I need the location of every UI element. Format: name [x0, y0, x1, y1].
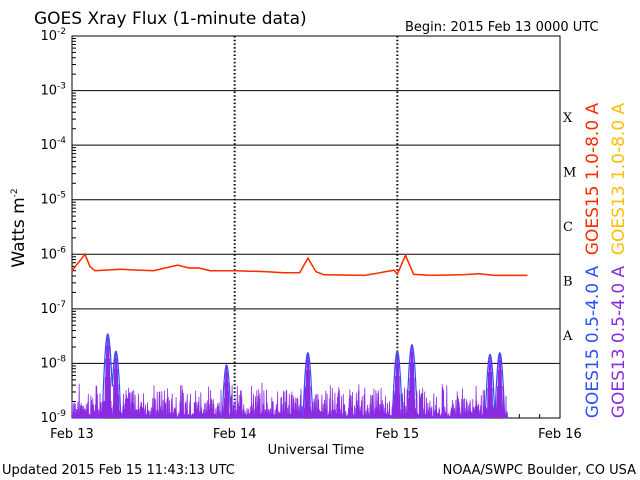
- y-tick-base: 10: [40, 193, 57, 208]
- x-tick-labels: Feb 13 Feb 14 Feb 15 Feb 16: [50, 427, 582, 442]
- flare-class-labels: X M C B A: [562, 111, 576, 344]
- x-tick-label: Feb 16: [538, 427, 582, 442]
- flare-class-label: C: [563, 220, 573, 235]
- series-layer: [71, 252, 528, 420]
- flare-class-label: B: [563, 275, 573, 290]
- y-tick-exponent: -7: [57, 300, 66, 310]
- flare-class-label: M: [563, 165, 576, 180]
- plot-frame: [71, 35, 561, 419]
- y-axis-label-main: Watts m: [9, 197, 29, 267]
- x-tick-label: Feb 15: [375, 427, 419, 442]
- flare-class-label: A: [562, 329, 573, 344]
- legend-item: GOES15 1.0-8.0 A: [583, 102, 603, 255]
- y-tick-exponent: -9: [57, 409, 66, 419]
- y-tick-label: 10-5: [40, 191, 66, 208]
- y-tick-base: 10: [40, 302, 57, 317]
- y-tick-base: 10: [40, 84, 57, 99]
- begin-label: Begin: 2015 Feb 13 0000 UTC: [405, 20, 599, 35]
- legend-item: GOES13 0.5-4.0 A: [609, 265, 629, 418]
- y-tick-label: 10-8: [40, 354, 66, 371]
- y-tick-label: 10-6: [40, 245, 66, 262]
- series-goes13-short: [71, 335, 508, 420]
- y-tick-base: 10: [40, 138, 57, 153]
- legend-item: GOES15 0.5-4.0 A: [583, 265, 603, 418]
- source-label: NOAA/SWPC Boulder, CO USA: [443, 463, 636, 478]
- x-tick-label: Feb 14: [213, 427, 257, 442]
- legend-item: GOES13 1.0-8.0 A: [609, 102, 629, 255]
- y-tick-exponent: -2: [57, 27, 66, 37]
- y-tick-label: 10-7: [40, 300, 66, 317]
- y-axis-label-exp: -2: [10, 188, 20, 197]
- y-tick-exponent: -5: [57, 191, 66, 201]
- y-tick-exponent: -3: [57, 82, 66, 92]
- y-tick-label: 10-2: [40, 27, 66, 44]
- flare-class-label: X: [563, 111, 573, 126]
- x-tick-label: Feb 13: [50, 427, 94, 442]
- y-tick-label: 10-3: [40, 82, 66, 99]
- y-tick-label: 10-4: [40, 136, 66, 153]
- y-axis-label: Watts m-2: [9, 188, 29, 267]
- chart-title: GOES Xray Flux (1-minute data): [34, 9, 307, 29]
- x-axis-label: Universal Time: [268, 443, 365, 458]
- grid-layer: [72, 36, 560, 418]
- y-tick-exponent: -6: [57, 245, 66, 255]
- y-tick-labels: 10-210-310-410-510-610-710-810-9: [40, 27, 66, 426]
- y-tick-base: 10: [40, 29, 57, 44]
- y-tick-base: 10: [40, 247, 57, 262]
- y-tick-exponent: -4: [57, 136, 66, 146]
- updated-label: Updated 2015 Feb 15 11:43:13 UTC: [2, 463, 235, 478]
- y-tick-exponent: -8: [57, 354, 66, 364]
- y-tick-base: 10: [40, 411, 57, 426]
- legend: GOES15 1.0-8.0 A GOES13 1.0-8.0 A GOES15 0…: [583, 102, 629, 418]
- series-goes15-long: [71, 252, 528, 277]
- y-tick-label: 10-9: [40, 409, 66, 426]
- y-tick-base: 10: [40, 356, 57, 371]
